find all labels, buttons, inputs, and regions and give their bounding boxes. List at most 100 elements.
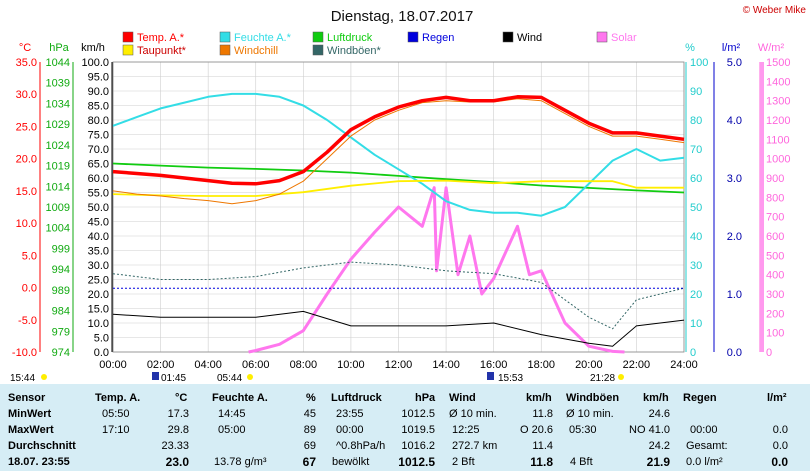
wind-tick-label: 75.0 xyxy=(88,130,109,142)
series-line-luftdruck xyxy=(112,162,685,194)
stats-header-gust-unit: km/h xyxy=(643,392,669,404)
max-wind-value: O 20.6 xyxy=(519,424,553,436)
stats-header-temp-unit: °C xyxy=(175,392,188,404)
wind-tick-label: 60.0 xyxy=(88,173,109,185)
hum-tick-label: 10 xyxy=(690,318,702,330)
press-tick-label: 989 xyxy=(52,285,70,297)
press-tick-label: 1009 xyxy=(46,202,70,214)
chart-svg: Dienstag, 18.07.2017 © Weber Mike Temp. … xyxy=(10,5,807,384)
stats-row-max: MaxWert xyxy=(8,424,54,436)
series-line-feuchtea xyxy=(112,92,685,217)
series-line-windben xyxy=(112,261,685,330)
time-tick-label: 24:00 xyxy=(670,359,698,371)
rain-axis-unit: l/m² xyxy=(722,42,741,54)
legend-swatch xyxy=(219,44,231,56)
solar-tick-label: 1100 xyxy=(766,134,790,146)
stats-header-hum-unit: % xyxy=(306,392,316,404)
hum-tick-label: 30 xyxy=(690,260,702,272)
min-press-value: 1012.5 xyxy=(401,408,435,420)
min-wind-value: 11.8 xyxy=(532,408,553,420)
avg-press-trend: ^0.8hPa/h xyxy=(336,440,386,452)
stats-header-wind: Wind xyxy=(449,392,476,404)
cur-temp-value: 23.0 xyxy=(165,455,189,469)
legend-label: Windchill xyxy=(234,45,278,57)
max-gust-value: NO 41.0 xyxy=(629,424,670,436)
time-marker-label: 01:45 xyxy=(161,373,186,384)
rain-tick-label: 5.0 xyxy=(727,57,742,69)
chart-legend: Temp. A.* Feuchte A.* Luftdruck Regen Wind So… xyxy=(122,31,637,57)
wind-tick-label: 50.0 xyxy=(88,202,109,214)
temp-tick-label: 35.0 xyxy=(16,57,37,69)
solar-tick-label: 600 xyxy=(766,231,784,243)
press-tick-label: 994 xyxy=(52,264,70,276)
cur-abs-humidity: 13.78 g/m³ xyxy=(214,456,267,468)
min-temp-value: 17.3 xyxy=(167,408,189,420)
time-tick-label: 00:00 xyxy=(99,359,127,371)
stats-header-temp: Temp. A. xyxy=(95,392,141,404)
legend-label: Temp. A.* xyxy=(137,32,185,44)
max-marker-icon xyxy=(487,372,494,380)
time-tick-label: 12:00 xyxy=(385,359,413,371)
legend-swatch xyxy=(312,44,324,56)
stats-header-hum: Feuchte A. xyxy=(212,392,268,404)
cur-rain-value: 0.0 xyxy=(771,455,788,469)
legend-swatch xyxy=(596,31,608,43)
avg-temp-value: 23.33 xyxy=(161,440,189,452)
legend-label: Wind xyxy=(517,32,542,44)
temp-tick-label: 5.0 xyxy=(22,250,37,262)
chart-title: Dienstag, 18.07.2017 xyxy=(331,8,474,25)
solar-tick-label: 700 xyxy=(766,212,784,224)
avg-wind-value: 11.4 xyxy=(532,440,553,452)
time-tick-label: 06:00 xyxy=(242,359,270,371)
hum-tick-label: 50 xyxy=(690,202,702,214)
cur-hum-value: 67 xyxy=(302,455,316,469)
press-tick-label: 999 xyxy=(52,243,70,255)
cur-gust-value: 21.9 xyxy=(646,455,670,469)
credit-label: © Weber Mike xyxy=(743,5,807,16)
min-hum-value: 45 xyxy=(303,408,316,420)
stats-header-wind-unit: km/h xyxy=(526,392,552,404)
stats-header-press-unit: hPa xyxy=(415,392,436,404)
legend-label: Solar xyxy=(611,32,637,44)
solar-tick-label: 1000 xyxy=(766,154,790,166)
avg-rain-value: 0.0 xyxy=(772,440,788,452)
solar-tick-label: 400 xyxy=(766,270,784,282)
press-tick-label: 1034 xyxy=(46,98,70,110)
plot-frame xyxy=(112,61,685,353)
wind-tick-label: 55.0 xyxy=(88,188,109,200)
avg-press-value: 1016.2 xyxy=(401,440,435,452)
wind-tick-label: 45.0 xyxy=(88,217,109,229)
time-marker-label: 15:44 xyxy=(10,373,35,384)
hum-tick-label: 70 xyxy=(690,144,702,156)
stats-row-min: MinWert xyxy=(8,408,52,420)
max-hum-time: 05:00 xyxy=(218,424,246,436)
wind-tick-label: 25.0 xyxy=(88,275,109,287)
cur-weather: bewölkt xyxy=(332,456,370,468)
stats-header-sensor: Sensor xyxy=(8,392,46,404)
wind-tick-label: 40.0 xyxy=(88,231,109,243)
press-tick-label: 1039 xyxy=(46,78,70,90)
wind-tick-label: 70.0 xyxy=(88,144,109,156)
time-tick-label: 18:00 xyxy=(527,359,555,371)
press-tick-label: 1024 xyxy=(46,140,70,152)
sun-icon xyxy=(41,374,47,380)
avg-hum-value: 69 xyxy=(303,440,316,452)
press-tick-label: 1019 xyxy=(46,161,70,173)
solar-tick-label: 1400 xyxy=(766,76,790,88)
wind-tick-label: 90.0 xyxy=(88,86,109,98)
temp-tick-label: 15.0 xyxy=(16,186,37,198)
stats-header-gust: Windböen xyxy=(566,392,620,404)
solar-tick-label: 1200 xyxy=(766,115,790,127)
max-press-time: 00:00 xyxy=(336,424,364,436)
temp-tick-label: 10.0 xyxy=(16,218,37,230)
hum-tick-label: 90 xyxy=(690,86,702,98)
max-wind-time: 12:25 xyxy=(452,424,480,436)
press-tick-label: 974 xyxy=(52,347,70,359)
wind-tick-label: 85.0 xyxy=(88,101,109,113)
press-tick-label: 1044 xyxy=(46,57,70,69)
wind-tick-label: 95.0 xyxy=(88,72,109,84)
hum-tick-label: 0 xyxy=(690,347,696,359)
avg-wind-distance: 272.7 km xyxy=(452,440,498,452)
stats-header-rain: Regen xyxy=(683,392,717,404)
hum-axis-unit: % xyxy=(685,42,695,54)
